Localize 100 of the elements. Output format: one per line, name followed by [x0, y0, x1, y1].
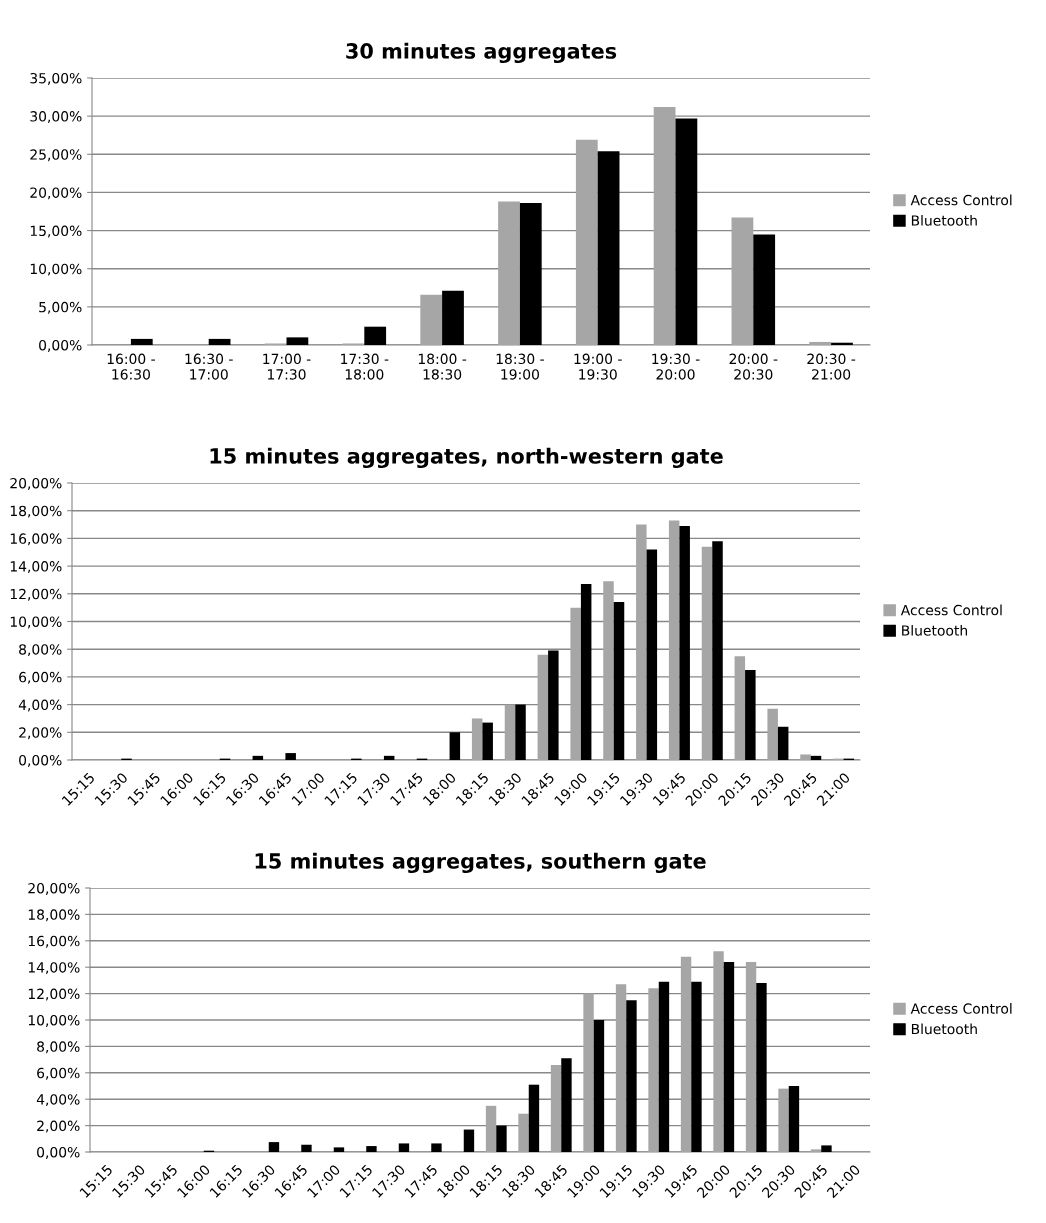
y-tick-label: 14,00%: [10, 561, 62, 573]
bar: [268, 1142, 280, 1152]
bar: [745, 961, 757, 1152]
chart-title: 30 minutes aggregates: [346, 42, 617, 64]
y-tick-label: 12,00%: [10, 588, 62, 601]
y-tick-label: 4,00%: [18, 699, 62, 712]
bar: [648, 988, 659, 1152]
bar: [366, 1146, 377, 1152]
bar: [778, 1088, 789, 1152]
x-tick-label: 18:00 - 18:30: [418, 353, 467, 380]
y-tick-label: 2,00%: [19, 727, 62, 740]
bar: [583, 993, 594, 1152]
bar: [809, 341, 832, 345]
y-tick-label: 8,00%: [37, 1041, 80, 1054]
bar: [561, 1058, 572, 1152]
bar: [518, 1113, 529, 1152]
y-tick-label: 20,00%: [30, 187, 82, 200]
bar: [515, 704, 526, 760]
bar: [485, 1105, 497, 1152]
y-tick-label: 15,00%: [30, 225, 82, 238]
bar: [723, 961, 735, 1152]
bar: [691, 981, 702, 1152]
bar: [550, 1064, 562, 1152]
y-tick-label: 18,00%: [10, 505, 62, 518]
bar: [252, 755, 264, 760]
bar: [504, 704, 516, 760]
bar: [777, 726, 789, 760]
chart-title: 15 minutes aggregates, southern gate: [255, 852, 706, 874]
bar: [449, 732, 461, 760]
y-tick-label: 20,00%: [10, 477, 62, 490]
x-tick-label: 18:30 - 19:00: [496, 353, 544, 380]
bar: [810, 1149, 822, 1152]
x-tick-label: 20:30 - 21:00: [807, 353, 856, 380]
y-tick-label: 16,00%: [28, 935, 80, 948]
y-tick-label: 2,00%: [37, 1120, 80, 1133]
bar: [285, 753, 296, 760]
bar: [756, 983, 767, 1152]
bar: [680, 956, 692, 1152]
x-tick-label: 20:00 - 20:30: [729, 353, 778, 380]
y-tick-label: 6,00%: [37, 1067, 80, 1080]
y-tick-label: 6,00%: [19, 671, 62, 684]
bar: [498, 201, 520, 345]
y-tick-label: 18,00%: [28, 909, 80, 922]
x-tick-label: 19:30 - 20:00: [652, 353, 700, 380]
bar: [821, 1145, 832, 1152]
legend-label: Bluetooth: [902, 624, 967, 636]
y-tick-label: 10,00%: [28, 1014, 80, 1027]
legend-label: Bluetooth: [911, 1023, 977, 1035]
bar: [286, 337, 309, 345]
legend-label: Access Control: [910, 1003, 1012, 1014]
y-tick-label: 35,00%: [30, 72, 82, 85]
x-tick-label: 17:00 - 17:30: [263, 353, 311, 380]
bar: [333, 1147, 345, 1152]
bar: [810, 755, 822, 760]
bar: [615, 984, 627, 1152]
bar: [734, 656, 746, 760]
y-tick-label: 30,00%: [30, 111, 82, 124]
bar: [626, 1000, 637, 1152]
bar: [800, 754, 811, 760]
bar: [675, 118, 698, 345]
x-tick-label: 17:30 - 18:00: [341, 353, 389, 380]
bar: [593, 1020, 605, 1152]
bar: [597, 151, 620, 345]
legend-label: Access Control: [910, 194, 1012, 206]
bar: [570, 607, 581, 760]
bar: [613, 602, 625, 760]
bar: [646, 549, 658, 760]
y-tick-label: 20,00%: [28, 882, 80, 895]
bar: [301, 1144, 312, 1152]
bar: [463, 1129, 475, 1152]
y-tick-label: 5,00%: [39, 301, 82, 314]
y-tick-label: 10,00%: [10, 616, 62, 629]
bar: [745, 669, 756, 760]
y-tick-label: 0,00%: [39, 339, 82, 352]
bar: [364, 326, 387, 345]
bar: [482, 722, 493, 760]
bar: [431, 1143, 442, 1152]
bar: [537, 654, 549, 760]
y-tick-label: 8,00%: [19, 644, 62, 657]
x-tick-label: 19:00 - 19:30: [574, 353, 622, 380]
bar: [130, 338, 153, 345]
chart-title: 15 minutes aggregates, north-western gate: [210, 447, 723, 469]
x-tick-label: 16:30 - 17:00: [185, 353, 233, 380]
bar: [767, 708, 778, 760]
legend-label: Access Control: [900, 604, 1002, 616]
bar: [575, 139, 598, 345]
bar: [668, 520, 680, 760]
bar: [398, 1143, 410, 1152]
y-tick-label: 25,00%: [30, 149, 82, 162]
bar: [383, 755, 395, 760]
bar: [528, 1084, 540, 1152]
y-tick-label: 0,00%: [19, 754, 62, 767]
bar: [420, 294, 443, 345]
y-tick-label: 12,00%: [28, 988, 80, 1001]
legend-label: Bluetooth: [911, 214, 977, 226]
bar: [712, 541, 723, 760]
bar: [603, 581, 614, 760]
bar: [713, 951, 724, 1152]
bar: [580, 584, 592, 760]
y-tick-label: 16,00%: [10, 533, 62, 546]
